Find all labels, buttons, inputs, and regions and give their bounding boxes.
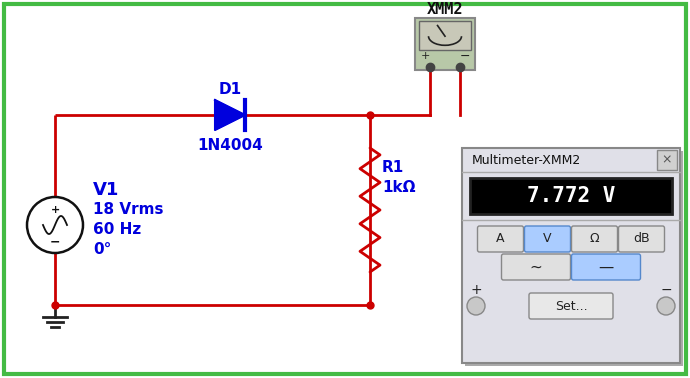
FancyBboxPatch shape <box>571 226 618 252</box>
Text: R1: R1 <box>382 161 404 175</box>
FancyBboxPatch shape <box>618 226 664 252</box>
Text: 0°: 0° <box>93 243 111 257</box>
Text: 18 Vrms: 18 Vrms <box>93 203 164 217</box>
Bar <box>470 178 672 214</box>
Text: V: V <box>543 232 552 245</box>
FancyBboxPatch shape <box>502 254 571 280</box>
Text: XMM2: XMM2 <box>426 3 463 17</box>
Text: −: − <box>50 235 60 248</box>
Text: 1N4004: 1N4004 <box>197 138 263 152</box>
Text: +: + <box>50 205 59 215</box>
Text: Ω: Ω <box>590 232 600 245</box>
Text: −: − <box>460 50 471 62</box>
Text: 1kΩ: 1kΩ <box>382 181 415 195</box>
Polygon shape <box>215 100 245 130</box>
Text: ~: ~ <box>530 260 542 274</box>
Text: V1: V1 <box>93 181 119 199</box>
Text: —: — <box>598 260 613 274</box>
FancyBboxPatch shape <box>571 254 640 280</box>
Text: Set...: Set... <box>555 299 587 313</box>
FancyBboxPatch shape <box>477 226 524 252</box>
Circle shape <box>657 297 675 315</box>
Circle shape <box>467 297 485 315</box>
FancyBboxPatch shape <box>529 293 613 319</box>
FancyBboxPatch shape <box>657 150 677 170</box>
Text: +: + <box>470 283 482 297</box>
Text: A: A <box>496 232 505 245</box>
Text: +: + <box>420 51 430 61</box>
Text: D1: D1 <box>219 82 241 96</box>
Circle shape <box>27 197 83 253</box>
Bar <box>465 151 683 366</box>
Bar <box>419 21 471 50</box>
Text: dB: dB <box>633 232 650 245</box>
Text: ⨯: ⨯ <box>662 153 672 166</box>
Bar <box>462 148 680 363</box>
Text: 60 Hz: 60 Hz <box>93 223 141 237</box>
Text: Multimeter-XMM2: Multimeter-XMM2 <box>472 153 581 166</box>
Text: −: − <box>660 283 672 297</box>
FancyBboxPatch shape <box>524 226 571 252</box>
Bar <box>415 18 475 70</box>
Text: 7.772 V: 7.772 V <box>526 186 615 206</box>
